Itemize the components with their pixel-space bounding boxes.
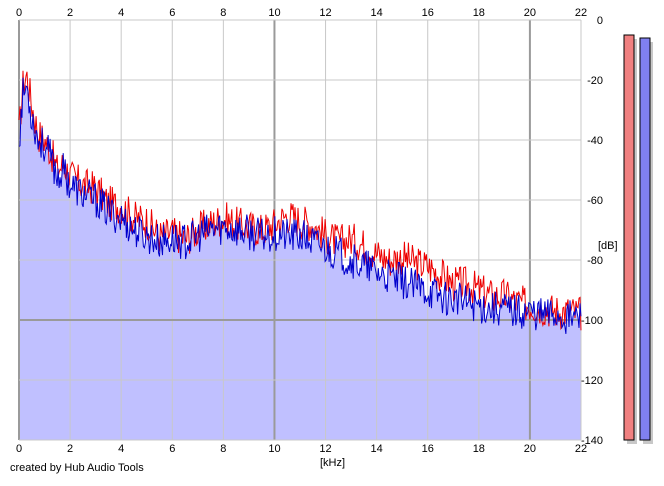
x-tick-label-bottom: 8	[220, 443, 226, 455]
right-channel-level-meter	[639, 37, 651, 441]
x-tick-label-top: 18	[473, 7, 485, 19]
x-tick-label-bottom: 20	[524, 443, 536, 455]
x-tick-label-top: 20	[524, 7, 536, 19]
x-tick-label-bottom: 2	[67, 443, 73, 455]
x-tick-label-top: 22	[575, 7, 587, 19]
spectrum-fill-area	[19, 77, 581, 440]
right-channel-trace	[18, 77, 582, 334]
axis-layer: 002244668810101212141416161818202022220-…	[16, 7, 603, 455]
x-tick-label-bottom: 6	[169, 443, 175, 455]
x-tick-label-bottom: 14	[371, 443, 383, 455]
x-tick-label-top: 6	[169, 7, 175, 19]
y-tick-label: -60	[587, 195, 603, 207]
y-tick-label: -80	[587, 255, 603, 267]
x-tick-label-top: 12	[319, 7, 331, 19]
left-channel-level-meter	[623, 34, 635, 441]
spectrum-fill-layer	[19, 77, 581, 440]
y-tick-label: -120	[581, 375, 603, 387]
y-tick-label: -20	[587, 75, 603, 87]
x-tick-label-top: 2	[67, 7, 73, 19]
x-tick-label-top: 14	[371, 7, 383, 19]
x-tick-label-bottom: 18	[473, 443, 485, 455]
y-tick-label: 0	[597, 15, 603, 27]
x-tick-label-bottom: 22	[575, 443, 587, 455]
series-layer	[18, 70, 582, 334]
x-tick-label-bottom: 10	[268, 443, 280, 455]
level-meters	[623, 34, 653, 444]
x-tick-label-top: 16	[422, 7, 434, 19]
y-axis-label: [dB]	[598, 240, 618, 252]
x-tick-label-top: 0	[16, 7, 22, 19]
x-tick-label-top: 8	[220, 7, 226, 19]
x-axis-label: [kHz]	[320, 457, 346, 469]
footer-credit: created by Hub Audio Tools	[10, 462, 144, 474]
y-tick-label: -40	[587, 135, 603, 147]
x-tick-label-bottom: 16	[422, 443, 434, 455]
x-tick-label-bottom: 12	[319, 443, 331, 455]
y-tick-label: -140	[581, 435, 603, 447]
x-tick-label-bottom: 0	[16, 443, 22, 455]
x-tick-label-bottom: 4	[118, 443, 124, 455]
x-tick-label-top: 10	[268, 7, 280, 19]
y-tick-label: -100	[581, 315, 603, 327]
x-tick-label-top: 4	[118, 7, 124, 19]
